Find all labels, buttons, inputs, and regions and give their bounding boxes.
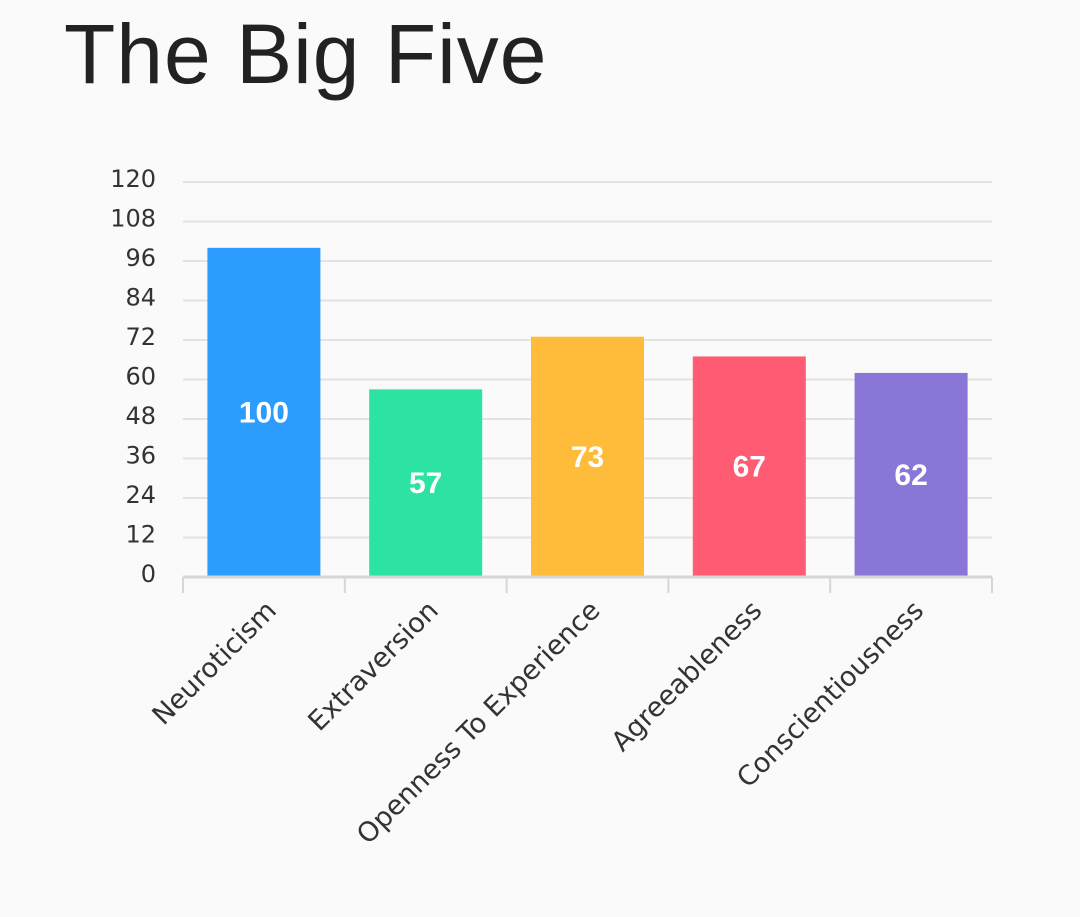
y-tick-label: 48 — [125, 402, 156, 430]
y-tick-label: 96 — [125, 244, 156, 272]
chart-title: The Big Five — [64, 7, 548, 101]
bar-value-label: 67 — [733, 451, 766, 484]
y-tick-label: 84 — [125, 284, 156, 312]
y-axis-tick-labels: 0 12 24 36 48 60 72 84 96 108 120 — [110, 165, 156, 588]
y-tick-label: 120 — [110, 165, 156, 193]
y-tick-label: 12 — [125, 521, 156, 549]
bar[interactable] — [207, 247, 321, 578]
y-tick-label: 60 — [125, 363, 156, 391]
bar-value-label: 73 — [571, 441, 604, 474]
bar-value-label: 62 — [894, 459, 927, 492]
category-label: Extraversion — [302, 595, 444, 737]
y-tick-label: 36 — [125, 442, 156, 470]
category-label: Conscientiousness — [731, 595, 930, 794]
bars — [207, 247, 968, 578]
y-tick-label: 108 — [110, 205, 156, 233]
y-tick-label: 24 — [125, 481, 156, 509]
bar[interactable] — [692, 356, 806, 577]
category-label: Agreeableness — [606, 595, 769, 758]
bar-value-label: 57 — [409, 467, 442, 500]
bar-value-label: 100 — [239, 396, 289, 429]
bar[interactable] — [369, 389, 483, 577]
data-labels: 100 57 73 67 62 — [239, 396, 928, 500]
x-axis — [182, 575, 993, 593]
bar[interactable] — [531, 336, 644, 577]
bar[interactable] — [854, 372, 968, 577]
y-tick-label: 0 — [141, 560, 156, 588]
category-label: Neuroticism — [147, 595, 283, 731]
y-tick-label: 72 — [125, 323, 156, 351]
